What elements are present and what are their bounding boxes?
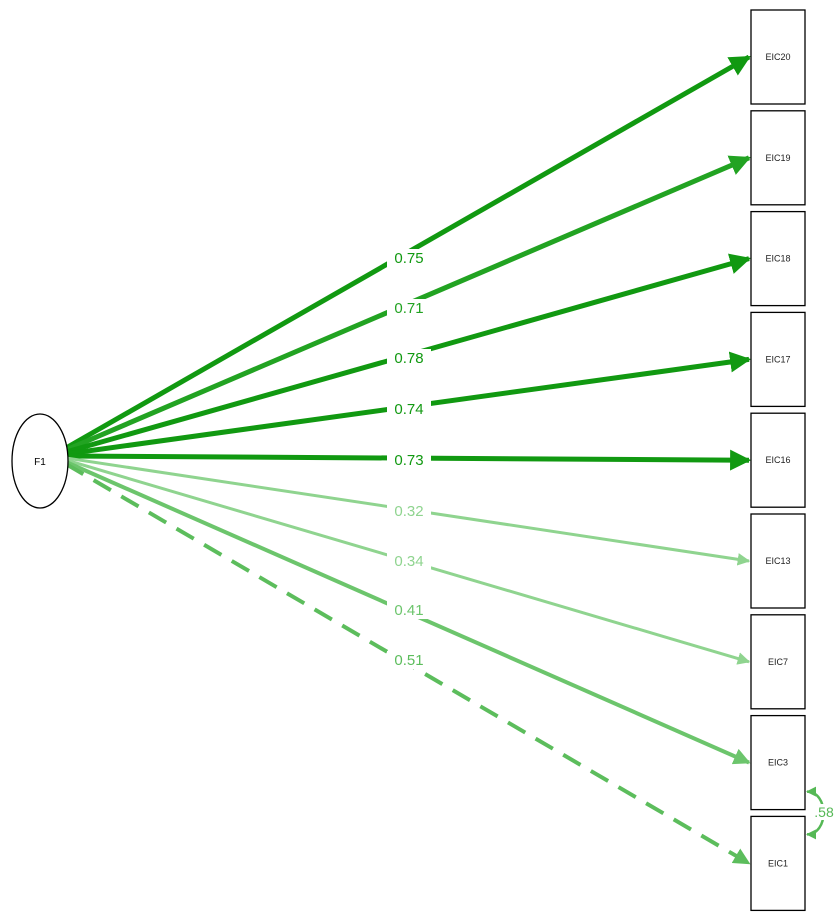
- loading-labels: 0.75 0.71 0.78 0.74 0.73 0.32 0.34 0.41 0.51: [387, 249, 431, 669]
- indicator-nodes: EIC20 EIC19 EIC18 EIC17 EIC16 EIC13 EIC7 EIC3 EI…: [750, 9, 806, 912]
- indicator-box: [750, 9, 806, 105]
- indicator-eic13: EIC13: [750, 513, 806, 609]
- latent-ellipse: [11, 413, 69, 509]
- indicator-box: [750, 311, 806, 408]
- indicator-label: EIC16: [765, 455, 790, 465]
- residual-covariance: .58: [806, 786, 836, 840]
- indicator-box: [750, 110, 806, 206]
- loading-label-bg: [387, 299, 431, 317]
- loading-value-eic13: 0.32: [394, 503, 423, 520]
- latent-label: F1: [34, 457, 46, 468]
- indicator-label: EIC20: [765, 52, 790, 62]
- indicator-box: [750, 714, 806, 811]
- loading-label-bg: [387, 451, 431, 469]
- indicator-eic17: EIC17: [750, 311, 806, 408]
- loading-value-eic16: 0.73: [394, 452, 423, 469]
- loading-label-bg: [387, 502, 431, 520]
- indicator-label: EIC1: [768, 858, 788, 868]
- indicator-eic16: EIC16: [750, 412, 806, 508]
- loading-value-eic1: 0.51: [394, 652, 423, 669]
- indicator-eic18: EIC18: [750, 210, 806, 307]
- loading-label-bg: [387, 400, 431, 418]
- indicator-box: [750, 513, 806, 609]
- indicator-label: EIC3: [768, 758, 788, 768]
- loading-value-eic3: 0.41: [394, 602, 423, 619]
- indicator-label: EIC19: [765, 153, 790, 163]
- indicator-box: [750, 614, 806, 710]
- loading-label-bg: [387, 249, 431, 267]
- indicator-label: EIC17: [765, 354, 790, 364]
- loading-value-eic17: 0.74: [394, 401, 423, 418]
- indicator-box: [750, 210, 806, 307]
- residual-covariance-value: .58: [814, 804, 834, 820]
- loading-label-bg: [387, 349, 431, 367]
- indicator-eic19: EIC19: [750, 110, 806, 206]
- loading-value-eic19: 0.71: [394, 300, 423, 317]
- indicator-box: [750, 815, 806, 912]
- loading-label-bg: [387, 552, 431, 570]
- indicator-box: [750, 412, 806, 508]
- indicator-eic20: EIC20: [750, 9, 806, 105]
- latent-node: F1: [11, 413, 69, 509]
- loading-value-eic18: 0.78: [394, 350, 423, 367]
- indicator-eic3: EIC3: [750, 714, 806, 811]
- indicator-label: EIC7: [768, 657, 788, 667]
- loading-value-eic7: 0.34: [394, 553, 423, 570]
- loading-label-bg: [387, 601, 431, 619]
- indicator-eic7: EIC7: [750, 614, 806, 710]
- loading-value-eic20: 0.75: [394, 250, 423, 267]
- indicator-label: EIC13: [765, 556, 790, 566]
- residual-label-bg: [811, 804, 836, 820]
- indicator-eic1: EIC1: [750, 815, 806, 912]
- loading-label-bg: [387, 651, 431, 669]
- indicator-label: EIC18: [765, 254, 790, 264]
